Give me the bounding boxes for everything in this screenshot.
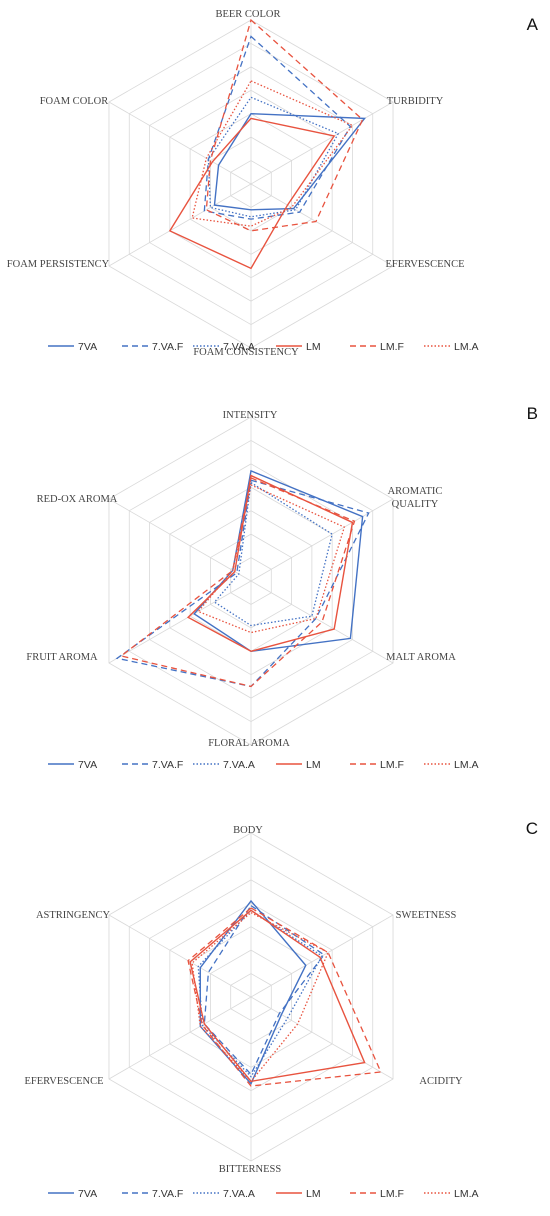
- series-7-va-a: [213, 481, 333, 627]
- radar-chart-b: INTENSITY AROMATIC QUALITY MALT AROMA FLORAL…: [26, 404, 538, 771]
- axis-label: EFERVESCENCE: [385, 259, 464, 270]
- panel-letter: B: [527, 404, 538, 423]
- series-7-va-f: [203, 35, 352, 220]
- grid-spoke: [108, 498, 252, 582]
- legend-label: LM.A: [454, 759, 479, 771]
- axis-label: SWEETNESS: [396, 910, 457, 921]
- grid-spoke: [108, 580, 252, 664]
- series-lm-f: [205, 18, 364, 232]
- panel-letter: C: [526, 819, 538, 838]
- axis-label: FRUIT AROMA: [26, 652, 98, 663]
- legend-label: LM: [306, 759, 321, 771]
- legend: 7VA 7.VA.F 7.VA.A LM LM.F LM.A: [48, 1188, 479, 1200]
- legend-label: 7VA: [78, 1188, 97, 1200]
- legend-label: LM: [306, 1188, 321, 1200]
- legend-label: LM.F: [380, 341, 404, 353]
- legend-label: 7VA: [78, 759, 97, 771]
- radar-chart-c: BODY SWEETNESS ACIDITY BITTERNESS EFERVESCEN…: [24, 819, 538, 1200]
- series-lm-a: [191, 80, 354, 227]
- radar-chart-a: BEER COLOR TURBIDITY EFERVESCENCE FOAM CONS…: [7, 9, 539, 358]
- grid-spoke: [250, 183, 394, 267]
- axis-label: AROMATIC QUALITY: [388, 486, 443, 510]
- legend-label: LM: [306, 341, 321, 353]
- axis-label: TURBIDITY: [387, 96, 444, 107]
- axis-label: FOAM PERSISTENCY: [7, 259, 110, 270]
- axis-label: BODY: [233, 825, 263, 836]
- legend-label: 7.VA.F: [152, 759, 183, 771]
- legend-label: LM.F: [380, 759, 404, 771]
- legend-label: 7.VA.A: [223, 341, 255, 353]
- series-7-va-a: [197, 909, 323, 1078]
- grid-spoke: [250, 996, 394, 1080]
- legend-label: 7.VA.A: [223, 759, 255, 771]
- series-lm: [186, 474, 354, 653]
- axis-label: ASTRINGENCY: [36, 910, 111, 921]
- axis-label: FOAM CONSISTENCY: [193, 347, 299, 358]
- axis-label-line: QUALITY: [392, 499, 439, 510]
- series-lm-a: [191, 911, 329, 1083]
- grid-spoke: [250, 498, 394, 582]
- series-7va: [213, 112, 367, 211]
- series-7-va-f: [115, 479, 370, 688]
- grid-spoke: [108, 101, 252, 185]
- axis-label: BEER COLOR: [215, 9, 280, 20]
- series-lm-f: [119, 477, 356, 688]
- grid-spoke: [108, 914, 252, 998]
- grid-spoke: [108, 996, 252, 1080]
- axis-label-line: AROMATIC: [388, 486, 443, 497]
- legend: 7VA 7.VA.F 7.VA.A LM LM.F LM.A: [48, 759, 479, 771]
- grid-spoke: [250, 580, 394, 664]
- series-lm: [189, 909, 366, 1083]
- series-7-va-f: [203, 904, 325, 1076]
- legend-label: 7VA: [78, 341, 97, 353]
- legend-label: 7.VA.F: [152, 341, 183, 353]
- series-7-va-a: [207, 96, 340, 218]
- axis-label: FOAM COLOR: [40, 96, 109, 107]
- series-lm-f: [187, 907, 382, 1087]
- legend: 7VA 7.VA.F 7.VA.A LM LM.F LM.A: [48, 341, 479, 353]
- grid-spoke: [250, 101, 394, 185]
- series-7va: [199, 899, 307, 1085]
- axis-label: MALT AROMA: [386, 652, 456, 663]
- axis-label: INTENSITY: [223, 410, 278, 421]
- series-lm-a: [197, 484, 346, 634]
- axis-label: ACIDITY: [419, 1076, 463, 1087]
- series-lm: [168, 117, 336, 270]
- legend-label: LM.A: [454, 1188, 479, 1200]
- axis-label: FLORAL AROMA: [208, 738, 290, 749]
- legend-label: LM.F: [380, 1188, 404, 1200]
- series-7va: [193, 469, 364, 653]
- legend-label: LM.A: [454, 341, 479, 353]
- legend-label: 7.VA.A: [223, 1188, 255, 1200]
- axis-label: BITTERNESS: [219, 1164, 282, 1175]
- panel-letter: A: [527, 15, 539, 34]
- axis-label: RED-OX AROMA: [37, 494, 118, 505]
- legend-label: 7.VA.F: [152, 1188, 183, 1200]
- grid-spoke: [108, 183, 252, 267]
- axis-label: EFERVESCENCE: [24, 1076, 103, 1087]
